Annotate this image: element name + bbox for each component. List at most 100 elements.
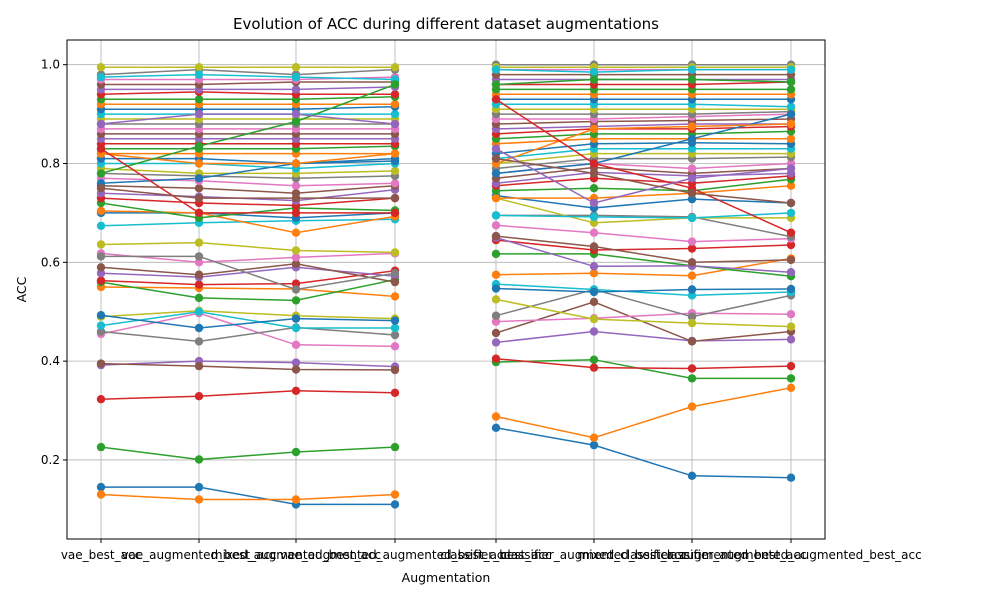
series-4 [96, 327, 796, 371]
data-point [96, 327, 106, 336]
data-point [687, 164, 697, 173]
series-line-segment-1 [495, 166, 792, 180]
data-point [491, 317, 501, 326]
data-point [589, 124, 599, 134]
series-line-segment-1 [495, 236, 792, 273]
series-line-segment-0 [100, 362, 396, 371]
series-line-segment-0 [100, 197, 396, 207]
data-point [491, 338, 501, 347]
data-point [96, 395, 106, 404]
data-point [194, 62, 204, 72]
data-point [96, 359, 106, 368]
x-axis-label: Augmentation [402, 570, 491, 585]
series-line-segment-0 [100, 218, 396, 227]
y-ticks: 0.2 0.4 0.6 0.8 1.0 [41, 58, 67, 467]
data-point [491, 65, 501, 74]
series-line-segment-1 [495, 387, 792, 439]
data-point [291, 181, 301, 190]
data-point [786, 164, 796, 173]
data-point [291, 259, 301, 268]
series-line-segment-1 [495, 152, 791, 165]
data-point [589, 212, 599, 222]
data-point [194, 142, 204, 151]
data-point [786, 85, 796, 94]
data-point [491, 423, 501, 432]
y-axis-label: ACC [14, 276, 29, 302]
series-line-segment-0 [101, 105, 396, 110]
series-55 [96, 154, 796, 208]
series-line-segment-0 [100, 360, 396, 368]
data-point [291, 296, 301, 305]
data-point [194, 392, 204, 401]
series-line-segment-0 [100, 152, 396, 165]
data-point [390, 277, 400, 287]
data-point [589, 67, 599, 77]
data-point [390, 90, 400, 99]
data-point [786, 255, 796, 265]
series-line-segment-1 [496, 113, 792, 120]
series-line-segment-1 [495, 78, 792, 86]
series-line-segment-1 [495, 239, 792, 251]
data-point [96, 72, 106, 82]
data-point [390, 365, 400, 375]
data-point [687, 291, 697, 300]
data-point [194, 95, 204, 104]
x-tick-label: vae_best_acc [61, 548, 141, 562]
series-lines [96, 60, 796, 509]
data-point [687, 213, 697, 223]
data-point [687, 244, 697, 253]
data-point [687, 194, 697, 204]
data-point [687, 402, 697, 411]
series-line-segment-1 [495, 197, 791, 224]
series-line-segment-1 [495, 287, 792, 293]
series-line-segment-1 [495, 157, 792, 204]
series-15 [96, 231, 796, 287]
series-line-segment-1 [496, 253, 792, 277]
data-point [687, 258, 697, 267]
data-point [786, 181, 796, 190]
data-point [390, 248, 400, 257]
series-1 [96, 383, 796, 504]
series-line-segment-0 [100, 73, 396, 81]
series-10 [96, 284, 796, 333]
series-line-segment-1 [495, 118, 792, 125]
series-line-segment-0 [100, 187, 395, 199]
data-point [589, 198, 599, 208]
x-tick-label: vae_augmented_best_acc [121, 548, 276, 562]
data-point [786, 473, 796, 482]
data-point [491, 295, 501, 304]
data-point [194, 109, 204, 119]
data-point [491, 144, 501, 153]
data-point [491, 231, 501, 241]
data-point [687, 65, 697, 74]
data-point [194, 293, 204, 303]
series-line-segment-1 [496, 103, 792, 108]
data-point [786, 335, 796, 344]
data-point [194, 159, 204, 168]
data-point [194, 361, 204, 371]
series-line-segment-0 [101, 212, 396, 219]
data-point [390, 342, 400, 351]
data-point [786, 268, 796, 277]
data-point [589, 184, 599, 193]
data-point [687, 134, 697, 143]
data-point [96, 442, 106, 452]
series-line-segment-0 [101, 255, 396, 291]
data-point [194, 495, 204, 504]
series-3 [96, 354, 796, 404]
data-point [194, 307, 204, 316]
series-line-segment-1 [495, 330, 792, 344]
series-line-segment-1 [495, 148, 792, 204]
series-line-segment-0 [100, 309, 396, 320]
series-line-segment-1 [495, 357, 792, 370]
y-tick-label: 1.0 [41, 58, 60, 72]
series-line-segment-0 [101, 486, 395, 506]
data-point [589, 433, 599, 442]
data-point [491, 270, 501, 279]
data-point [390, 269, 400, 278]
data-point [589, 287, 599, 297]
x-tick-label: classifier_augmented_best_acc [501, 548, 687, 562]
series-51 [96, 119, 796, 168]
data-point [589, 440, 599, 450]
series-line-segment-1 [495, 123, 792, 165]
